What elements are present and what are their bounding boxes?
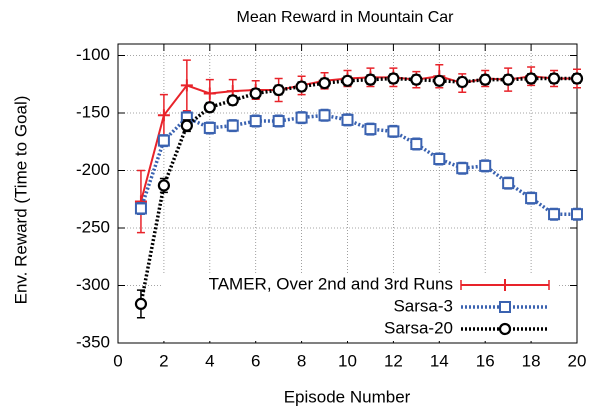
legend-bg bbox=[163, 297, 557, 319]
x-axis-label: Episode Number bbox=[284, 387, 411, 406]
x-tick-label: 10 bbox=[338, 351, 357, 370]
x-tick-label: 4 bbox=[205, 351, 214, 370]
legend-marker bbox=[498, 322, 512, 336]
x-tick-label: 2 bbox=[159, 351, 168, 370]
data-point bbox=[295, 80, 308, 93]
data-point bbox=[433, 74, 446, 87]
data-point bbox=[272, 115, 285, 128]
data-point bbox=[364, 123, 377, 136]
data-point bbox=[456, 162, 469, 175]
data-point bbox=[525, 192, 538, 205]
data-point bbox=[548, 208, 561, 221]
x-tick-label: 18 bbox=[522, 351, 541, 370]
x-tick-label: 6 bbox=[251, 351, 260, 370]
data-point bbox=[318, 109, 331, 122]
legend-label: TAMER, Over 2nd and 3rd Runs bbox=[209, 274, 453, 293]
data-point bbox=[364, 73, 377, 86]
y-tick-label: -350 bbox=[76, 332, 110, 351]
data-point bbox=[387, 72, 400, 85]
x-tick-label: 20 bbox=[568, 351, 587, 370]
y-tick-label: -250 bbox=[76, 217, 110, 236]
legend-bg bbox=[163, 319, 557, 341]
data-point bbox=[571, 208, 583, 221]
data-point bbox=[318, 76, 331, 90]
data-point bbox=[479, 73, 492, 86]
data-point bbox=[180, 79, 193, 92]
legend-label: Sarsa-20 bbox=[384, 318, 453, 337]
legend-marker bbox=[499, 301, 511, 313]
data-point bbox=[479, 159, 492, 172]
data-point bbox=[295, 111, 308, 124]
y-axis-label: Env. Reward (Time to Goal) bbox=[11, 96, 30, 305]
x-tick-label: 14 bbox=[430, 351, 449, 370]
data-point bbox=[547, 72, 561, 85]
data-point bbox=[134, 297, 148, 310]
legend-error bbox=[460, 280, 550, 290]
data-point bbox=[387, 125, 400, 138]
data-point bbox=[341, 74, 354, 87]
data-point bbox=[570, 72, 584, 85]
data-point bbox=[157, 109, 170, 122]
data-point bbox=[180, 119, 193, 132]
data-point bbox=[203, 101, 216, 114]
x-tick-label: 16 bbox=[476, 351, 495, 370]
x-tick-label: 8 bbox=[297, 351, 306, 370]
data-point bbox=[203, 121, 216, 134]
data-point bbox=[502, 177, 515, 190]
y-tick-label: -200 bbox=[76, 160, 110, 179]
plot-frame bbox=[117, 43, 578, 344]
data-point bbox=[249, 87, 262, 100]
data-point bbox=[249, 115, 262, 128]
data-point bbox=[272, 83, 285, 97]
data-point bbox=[502, 73, 515, 86]
data-point bbox=[456, 75, 469, 89]
data-point bbox=[157, 134, 170, 147]
legend-label: Sarsa-3 bbox=[393, 296, 453, 315]
chart-title: Mean Reward in Mountain Car bbox=[237, 9, 455, 26]
data-point bbox=[410, 138, 423, 151]
y-tick-label: -150 bbox=[76, 102, 110, 121]
y-tick-label: -300 bbox=[76, 275, 110, 294]
data-point bbox=[134, 202, 147, 215]
y-tick-label: -100 bbox=[76, 45, 110, 64]
data-point bbox=[157, 179, 170, 192]
x-tick-label: 12 bbox=[384, 351, 403, 370]
data-point bbox=[226, 119, 239, 132]
data-point bbox=[203, 87, 216, 100]
data-point bbox=[524, 72, 538, 85]
legend-marker bbox=[499, 279, 511, 291]
data-point bbox=[341, 113, 354, 126]
data-point bbox=[433, 153, 446, 165]
data-point bbox=[410, 73, 423, 86]
x-tick-label: 0 bbox=[113, 351, 122, 370]
data-point bbox=[226, 94, 239, 107]
legend-bg bbox=[163, 275, 557, 297]
